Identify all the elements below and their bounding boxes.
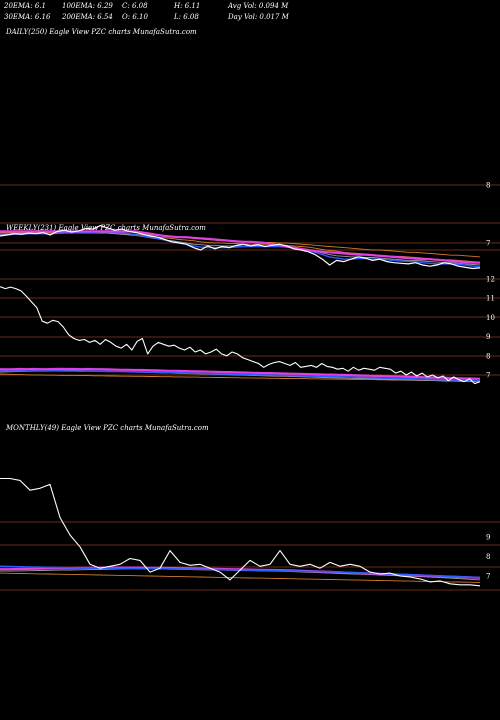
y-tick-1-4: 8 <box>486 352 490 360</box>
ema20-readout: 20EMA: 6.1 <box>4 2 46 10</box>
series-line-2-4 <box>0 572 481 583</box>
y-tick-0-1: 7 <box>486 240 490 248</box>
high-readout: H: 6.11 <box>174 2 201 10</box>
series-line-1-0 <box>0 286 481 385</box>
series-line-0-1 <box>0 230 480 264</box>
series-line-2-0 <box>0 477 481 587</box>
y-tick-1-0: 12 <box>486 276 495 284</box>
series-line-0-3 <box>0 232 481 266</box>
series-line-1-1 <box>0 367 481 380</box>
series-line-0-0 <box>0 225 481 270</box>
day-vol-readout: Day Vol: 0.017 M <box>228 13 289 21</box>
y-tick-1-1: 11 <box>486 295 495 303</box>
chart-lines <box>0 225 481 587</box>
series-line-0-2 <box>0 231 481 268</box>
y-tick-0-0: 8 <box>486 182 490 190</box>
ema200-readout: 200EMA: 6.54 <box>62 13 113 21</box>
close-readout: C: 6.08 <box>122 2 148 10</box>
y-tick-1-5: 7 <box>486 372 490 380</box>
ema100-readout: 100EMA: 6.29 <box>62 2 113 10</box>
open-readout: O: 6.10 <box>122 13 148 21</box>
y-tick-1-3: 9 <box>486 333 490 341</box>
ema30-readout: 30EMA: 6.16 <box>4 13 51 21</box>
monthly-panel-label: MONTHLY(49) Eagle View PZC charts Munafa… <box>6 424 209 432</box>
y-tick-2-2: 7 <box>486 573 490 581</box>
y-tick-2-0: 9 <box>486 534 490 542</box>
series-line-1-2 <box>0 369 481 382</box>
avg-vol-readout: Avg Vol: 0.094 M <box>228 2 289 10</box>
weekly-panel-label: WEEKLY(231) Eagle View PZC charts Munafa… <box>6 224 206 232</box>
daily-panel-label: DAILY(250) Eagle View PZC charts MunafaS… <box>6 28 197 36</box>
y-tick-1-2: 10 <box>486 314 495 322</box>
y-tick-2-1: 8 <box>486 553 490 561</box>
y-tick-labels: 8 7 12 11 10 9 8 7 9 8 7 <box>486 182 495 581</box>
low-readout: L: 6.08 <box>174 13 199 21</box>
